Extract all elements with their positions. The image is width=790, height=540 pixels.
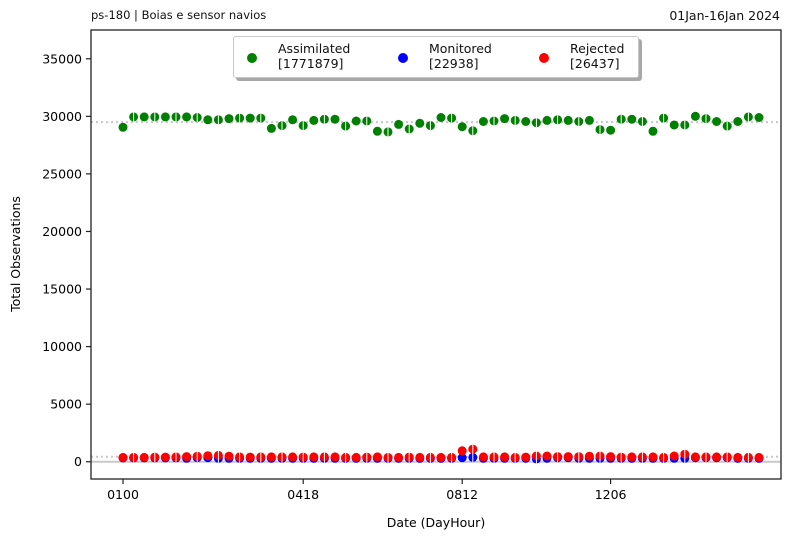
y-axis: 0 5000 10000 15000 20000 25000 30000 35000 (42, 51, 91, 469)
point-assimilated-50 (648, 126, 658, 136)
y-tick-label-20000: 20000 (42, 224, 82, 239)
point-assimilated-2 (139, 112, 149, 122)
point-assimilated-44 (584, 115, 594, 125)
point-rejected-50 (648, 452, 658, 462)
point-assimilated-60 (754, 113, 764, 122)
point-assimilated-52 (669, 120, 679, 130)
point-rejected-28 (415, 452, 425, 462)
point-assimilated-18 (309, 115, 319, 125)
point-rejected-4 (160, 452, 170, 462)
point-assimilated-58 (733, 117, 743, 126)
point-assimilated-14 (266, 123, 276, 133)
point-rejected-30 (436, 452, 446, 462)
point-rejected-40 (542, 451, 552, 461)
point-rejected-12 (245, 452, 255, 462)
point-assimilated-16 (288, 115, 298, 125)
point-rejected-16 (288, 452, 298, 462)
x-axis-title: Date (DayHour) (387, 515, 485, 530)
point-rejected-52 (669, 451, 679, 461)
y-tick-label-10000: 10000 (42, 339, 82, 354)
point-rejected-20 (330, 452, 340, 462)
point-rejected-8 (203, 451, 213, 461)
point-rejected-22 (351, 452, 361, 462)
point-rejected-24 (372, 452, 382, 462)
y-tick-label-30000: 30000 (42, 109, 82, 124)
plot-frame (90, 29, 782, 480)
point-rejected-6 (182, 452, 192, 462)
point-assimilated-46 (606, 125, 616, 135)
y-tick-label-35000: 35000 (42, 51, 82, 66)
point-assimilated-30 (436, 113, 446, 122)
y-axis-title: Total Observations (8, 196, 23, 313)
reference-lines (91, 121, 781, 463)
legend-marker-monitored (398, 53, 408, 63)
point-assimilated-20 (330, 114, 340, 124)
point-assimilated-32 (457, 122, 467, 132)
chart-date-range: 01Jan-16Jan 2024 (669, 8, 780, 23)
point-rejected-14 (266, 452, 276, 462)
y-tick-label-0: 0 (74, 454, 82, 469)
y-tick-label-5000: 5000 (50, 397, 82, 412)
legend-count-rejected: [26437] (570, 56, 620, 71)
point-assimilated-48 (627, 114, 637, 124)
chart-legend: Assimilated [1771879] Monitored [22938] … (233, 36, 639, 78)
point-assimilated-6 (182, 112, 192, 122)
point-rejected-18 (309, 452, 319, 462)
point-assimilated-12 (245, 113, 255, 123)
point-assimilated-8 (203, 115, 213, 125)
legend-marker-rejected (539, 53, 549, 63)
x-tick-label-0812: 0812 (446, 487, 478, 502)
point-assimilated-10 (224, 114, 234, 124)
point-rejected-32 (457, 446, 467, 456)
point-assimilated-42 (563, 115, 573, 125)
point-rejected-44 (584, 451, 594, 461)
point-rejected-0 (118, 452, 128, 462)
x-tick-label-0418: 0418 (287, 487, 319, 502)
point-assimilated-28 (415, 118, 425, 128)
point-assimilated-56 (712, 117, 722, 126)
point-rejected-46 (606, 452, 616, 462)
point-rejected-48 (627, 452, 637, 462)
point-rejected-26 (394, 452, 404, 462)
point-assimilated-26 (394, 119, 404, 129)
legend-count-monitored: [22938] (429, 56, 479, 71)
legend-item-rejected: Rejected [26437] (570, 41, 624, 71)
point-rejected-42 (563, 452, 573, 462)
point-rejected-56 (712, 452, 722, 462)
point-assimilated-36 (500, 114, 510, 124)
point-rejected-54 (690, 452, 700, 462)
legend-item-assimilated: Assimilated [1771879] (278, 41, 350, 71)
data-points (118, 111, 764, 464)
point-assimilated-24 (372, 126, 382, 136)
point-rejected-60 (754, 452, 764, 462)
legend-item-monitored: Monitored [22938] (429, 41, 492, 71)
point-assimilated-4 (160, 112, 170, 122)
legend-count-assimilated: [1771879] (278, 56, 344, 71)
point-monitored-32 (457, 453, 467, 463)
x-axis: 0100 0418 0812 1206 (107, 479, 627, 502)
x-tick-label-0100: 0100 (107, 487, 139, 502)
y-tick-label-25000: 25000 (42, 166, 82, 181)
x-tick-label-1206: 1206 (595, 487, 627, 502)
chart-subtitle-left: ps-180 | Boias e sensor navios (91, 8, 267, 22)
legend-label-monitored: Monitored (429, 41, 492, 56)
point-assimilated-34 (478, 117, 488, 126)
point-rejected-38 (521, 452, 531, 462)
point-assimilated-22 (351, 116, 361, 126)
legend-label-rejected: Rejected (570, 41, 625, 56)
point-rejected-2 (139, 452, 149, 462)
point-rejected-58 (733, 452, 743, 462)
point-rejected-36 (500, 452, 510, 462)
point-assimilated-54 (690, 111, 700, 121)
point-assimilated-40 (542, 115, 552, 125)
legend-label-assimilated: Assimilated (278, 41, 351, 56)
legend-marker-assimilated (247, 53, 257, 63)
point-assimilated-38 (521, 117, 531, 126)
y-tick-label-15000: 15000 (42, 282, 82, 297)
point-assimilated-0 (118, 122, 128, 132)
point-rejected-34 (478, 452, 488, 462)
point-rejected-10 (224, 451, 234, 461)
